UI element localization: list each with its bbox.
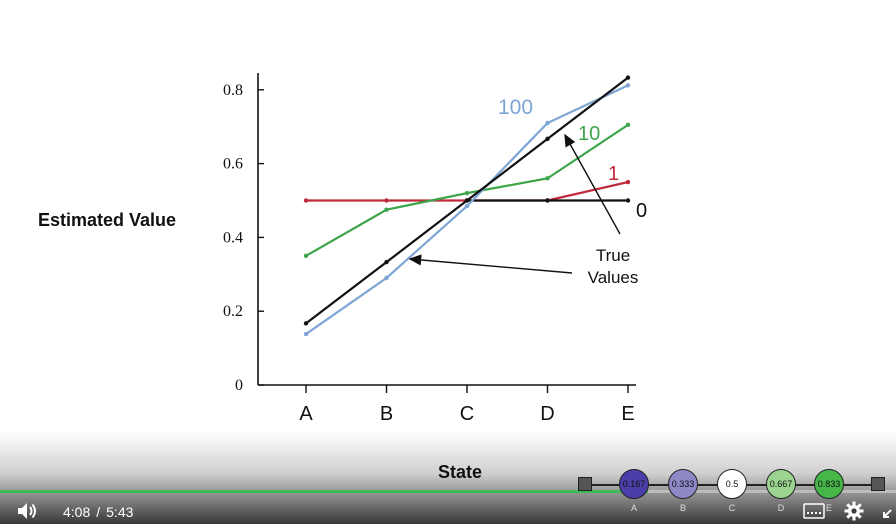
- data-point: [384, 275, 389, 281]
- y-axis-title: Estimated Value: [38, 210, 177, 230]
- settings-button[interactable]: [844, 501, 864, 521]
- player-controls-gradient: [0, 430, 896, 524]
- video-progress-fill: [0, 490, 648, 493]
- gear-icon: [844, 501, 864, 521]
- state-label-b: B: [679, 503, 686, 513]
- data-point: [464, 198, 470, 203]
- state-node-c: 0.5: [717, 469, 747, 499]
- state-label-e: E: [825, 503, 832, 513]
- x-axis-title: State: [438, 462, 483, 482]
- data-point: [303, 198, 309, 203]
- data-point: [545, 176, 550, 181]
- annotation-arrow-to-true-line-d: [564, 133, 621, 235]
- current-time: 4:08: [63, 504, 91, 520]
- player-controls: 4:08 / 5:43: [0, 496, 896, 524]
- time-display: 4:08 / 5:43: [63, 504, 133, 520]
- data-point: [384, 259, 389, 265]
- y-tick-label: 0.8: [223, 82, 243, 99]
- y-tick-label: 0.2: [223, 303, 243, 320]
- x-tick-label: A: [299, 403, 313, 425]
- state-node-e: 0.833: [814, 469, 844, 499]
- x-tick-label: E: [621, 403, 634, 425]
- state-node-d: 0.667: [766, 469, 796, 499]
- fullscreen-button[interactable]: [881, 504, 896, 520]
- fullscreen-icon: [883, 509, 892, 518]
- data-point: [625, 75, 631, 80]
- captions-icon: [803, 503, 825, 519]
- terminal-right: [871, 477, 885, 491]
- data-point: [625, 198, 631, 203]
- y-tick-label: 0.6: [223, 156, 243, 173]
- y-tick-label: 0.4: [223, 229, 243, 246]
- volume-icon: [18, 503, 36, 519]
- volume-button[interactable]: [16, 500, 40, 522]
- state-node-a: 0.167: [619, 469, 649, 499]
- state-label-a: A: [630, 503, 637, 513]
- annotation-arrow-to-true-line-b: [408, 254, 573, 274]
- data-point: [545, 136, 550, 142]
- series-label: 10: [578, 123, 600, 145]
- data-point: [303, 321, 309, 326]
- data-point: [384, 198, 389, 203]
- data-point: [545, 198, 550, 203]
- x-tick-label: B: [380, 403, 393, 425]
- data-point: [464, 203, 470, 209]
- data-point: [464, 190, 470, 196]
- series-label: 1: [608, 163, 619, 185]
- state-label-c: C: [728, 503, 736, 513]
- series-label: 0: [636, 200, 647, 222]
- data-point: [625, 83, 631, 88]
- terminal-left: [578, 477, 592, 491]
- captions-button[interactable]: [803, 503, 825, 519]
- video-progress-bar[interactable]: [0, 490, 896, 493]
- state-node-b: 0.333: [668, 469, 698, 499]
- state-label-d: D: [777, 503, 785, 513]
- data-point: [545, 120, 550, 126]
- series-label: 100: [498, 96, 533, 119]
- data-point: [625, 122, 631, 128]
- data-point: [303, 253, 309, 259]
- x-tick-label: D: [540, 403, 554, 425]
- y-tick-label: 0: [235, 377, 243, 394]
- data-point: [303, 331, 309, 337]
- x-tick-label: C: [460, 403, 474, 425]
- true-values-annotation: True Values: [588, 246, 639, 287]
- time-separator: /: [96, 504, 101, 520]
- data-point: [384, 207, 389, 212]
- data-point: [625, 179, 631, 185]
- duration: 5:43: [106, 504, 134, 520]
